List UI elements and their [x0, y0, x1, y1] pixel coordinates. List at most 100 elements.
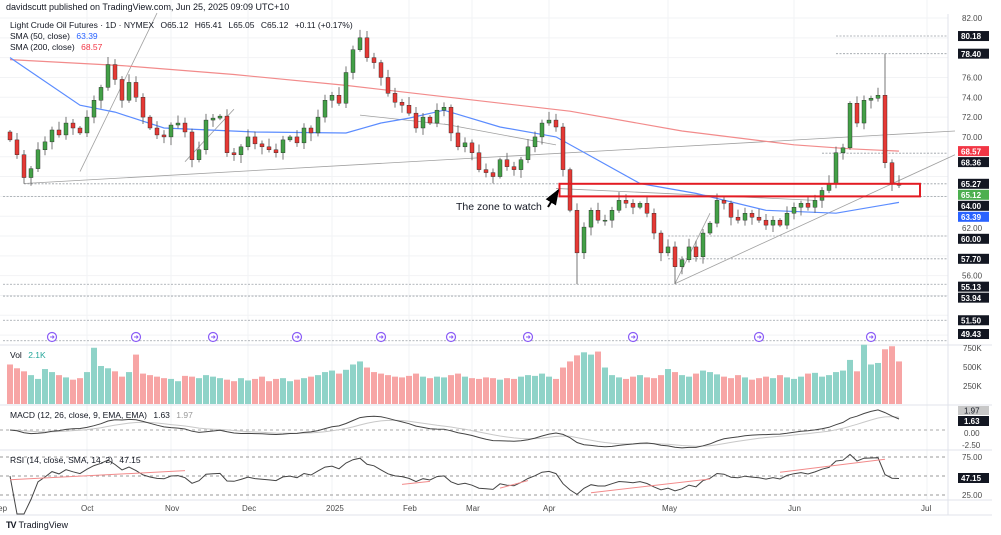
price-axis-label: 62.00 — [962, 224, 983, 233]
candle-body — [336, 95, 342, 104]
candle — [175, 115, 181, 129]
candle — [420, 113, 426, 135]
candle-body — [700, 232, 706, 258]
ohlc-low: L65.05 — [228, 20, 255, 30]
event-marker-icon — [445, 331, 457, 343]
candle — [238, 144, 244, 163]
price-axis-label: 82.00 — [962, 14, 983, 23]
candle-body — [378, 62, 384, 78]
time-axis-label: May — [662, 504, 677, 513]
candle — [280, 135, 286, 160]
candle — [259, 140, 265, 155]
candle — [28, 165, 34, 186]
candle — [875, 87, 881, 102]
candle-body — [693, 246, 699, 258]
candle-body — [560, 126, 566, 170]
price-badge-label: 80.18 — [961, 32, 982, 41]
candle-body — [728, 203, 734, 218]
candle-body — [777, 219, 783, 226]
macd-label: MACD (12, 26, close, 9, EMA, EMA) — [10, 410, 147, 420]
volume-bar — [812, 372, 818, 404]
volume-bar — [553, 378, 559, 404]
candle — [7, 129, 13, 142]
macd-legend[interactable]: MACD (12, 26, close, 9, EMA, EMA) 1.63 1… — [10, 410, 197, 420]
candle — [231, 148, 237, 161]
candle — [840, 143, 846, 160]
volume-bar — [791, 378, 797, 404]
publish-info: davidscutt published on TradingView.com,… — [6, 2, 290, 12]
candle-body — [742, 213, 748, 221]
candle — [294, 130, 300, 147]
rsi-line — [9, 453, 900, 515]
rsi-trend-line — [590, 478, 711, 494]
candle — [707, 221, 713, 236]
rsi-legend[interactable]: RSI (14, close, SMA, 14, 2) 47.15 — [10, 455, 145, 465]
price-badge — [958, 48, 989, 59]
price-badge — [958, 211, 989, 222]
volume-bar — [595, 351, 601, 404]
price-badge — [958, 178, 989, 189]
volume-bar — [266, 381, 272, 404]
zone-annotation: The zone to watch — [456, 201, 542, 213]
candle — [119, 76, 125, 108]
tradingview-logo-icon: TV — [6, 520, 16, 530]
rsi-badge — [958, 473, 989, 483]
candle-body — [784, 213, 790, 226]
price-badge-label: 68.57 — [961, 147, 982, 156]
volume-bar — [609, 375, 615, 404]
price-badge — [958, 292, 989, 303]
candle — [385, 69, 391, 97]
candle — [434, 103, 440, 128]
event-marker-arrow — [526, 335, 531, 339]
candle-body — [322, 100, 328, 118]
candle-body — [287, 136, 293, 141]
candle — [364, 30, 370, 62]
sma200-legend[interactable]: SMA (200, close) 68.57 — [10, 42, 106, 52]
sma50-legend[interactable]: SMA (50, close) 63.39 — [10, 31, 102, 41]
trend-line — [674, 154, 956, 284]
volume-bar — [154, 376, 160, 404]
volume-bar — [49, 372, 55, 404]
candle-body — [798, 203, 804, 208]
candle — [553, 113, 559, 132]
candle — [252, 131, 258, 150]
volume-bar — [742, 377, 748, 404]
price-badge-label: 51.50 — [961, 316, 982, 325]
macd-badge-label: 1.63 — [964, 417, 980, 426]
volume-bar — [574, 355, 580, 404]
time-axis-label: 2025 — [326, 504, 344, 513]
candle-body — [84, 116, 90, 134]
volume-bar — [21, 371, 27, 404]
price-badge-label: 53.94 — [961, 294, 982, 303]
volume-bar — [483, 377, 489, 404]
symbol-legend[interactable]: Light Crude Oil Futures · 1D · NYMEX O65… — [10, 20, 357, 30]
candle — [574, 203, 580, 285]
volume-bar — [161, 378, 167, 404]
rsi-axis-label: 25.00 — [962, 491, 983, 500]
volume-bar — [490, 378, 496, 404]
candle — [833, 146, 839, 189]
price-badge-label: 78.40 — [961, 50, 982, 59]
price-badge-label: 57.70 — [961, 255, 982, 264]
time-axis-label: Jun — [788, 504, 801, 513]
volume-bar — [770, 378, 776, 404]
candle-body — [266, 146, 272, 151]
candle-body — [420, 116, 426, 129]
volume-bar — [749, 379, 755, 404]
candle-body — [630, 203, 636, 208]
volume-bar — [217, 378, 223, 404]
candle-body — [644, 203, 650, 214]
time-axis-label: Dec — [242, 504, 256, 513]
candle-body — [35, 149, 41, 169]
volume-legend[interactable]: Vol 2.1K — [10, 350, 50, 360]
candle — [630, 199, 636, 215]
candle — [217, 114, 223, 121]
candle — [42, 136, 48, 156]
candle — [763, 214, 769, 230]
candle-body — [329, 95, 335, 101]
volume-bar — [448, 375, 454, 404]
trend-line — [23, 130, 956, 184]
candle — [168, 122, 174, 146]
macd-axis-label: 0.00 — [964, 429, 980, 438]
